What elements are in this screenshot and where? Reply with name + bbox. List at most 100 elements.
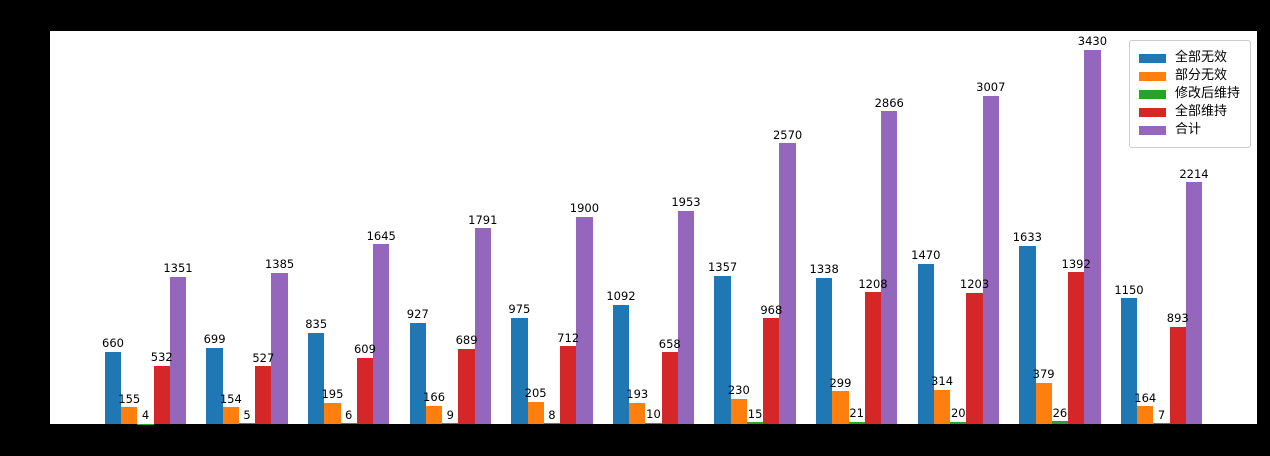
bar-value-label: 1150: [1114, 282, 1144, 297]
bar-series5-group7: [779, 143, 796, 424]
legend-label: 部分无效: [1174, 68, 1227, 83]
bar-series4-group9: [966, 292, 983, 424]
bar-value-label: 1633: [1012, 230, 1043, 245]
bar-value-label: 1203: [959, 277, 990, 292]
bar-series3-group10: [1051, 421, 1069, 424]
bar-series1-group8: [816, 277, 833, 424]
bar-series1-group6: [612, 304, 630, 424]
bar-series4-group5: [560, 346, 577, 424]
bar-series4-group10: [1068, 272, 1085, 424]
bar-series2-group10: [1035, 382, 1052, 424]
bar-value-label: 195: [321, 387, 344, 402]
bar-series1-group4: [409, 322, 426, 424]
bar-value-label: 2570: [772, 127, 803, 142]
bar-value-label: 6: [345, 407, 353, 422]
bar-series1-group2: [206, 347, 223, 424]
legend-item-maintained-after-amendment: 修改后维持: [1138, 87, 1240, 101]
bar-value-label: 1900: [569, 201, 600, 216]
bar-value-label: 835: [305, 317, 328, 332]
bar-series2-group5: [527, 401, 544, 424]
bar-value-label: 527: [252, 350, 275, 365]
bar-value-label: 975: [508, 302, 531, 317]
legend-swatch-icon: [1138, 107, 1166, 117]
bar-value-label: 5: [243, 407, 251, 422]
bar-value-label: 8: [548, 407, 556, 422]
bar-series4-group6: [661, 352, 678, 424]
bar-value-label: 1351: [163, 261, 193, 276]
bar-value-label: 609: [353, 342, 376, 357]
bar-series2-group2: [222, 407, 239, 424]
bar-series3-group4: [442, 423, 459, 424]
bar-series3-group3: [340, 423, 357, 424]
legend-swatch-icon: [1138, 125, 1166, 135]
bar-value-label: 155: [118, 391, 141, 406]
bar-series1-group10: [1019, 245, 1036, 424]
bar-value-label: 1092: [606, 289, 636, 304]
bar-series2-group4: [425, 405, 443, 424]
bar-value-label: 166: [423, 390, 446, 405]
bar-value-label: 2214: [1179, 166, 1209, 181]
bar-value-label: 7: [1157, 407, 1166, 422]
bar-series3-group6: [645, 422, 662, 424]
bar-series5-group4: [474, 228, 491, 424]
bar-value-label: 3007: [976, 80, 1006, 95]
legend: 全部无效 部分无效 修改后维持 全部维持 合计: [1128, 40, 1251, 148]
bar-value-label: 230: [727, 383, 750, 398]
bar-series3-group9: [950, 421, 967, 424]
bar-value-label: 1470: [911, 248, 941, 263]
bar-series2-group11: [1137, 406, 1154, 424]
legend-label: 全部维持: [1174, 104, 1227, 119]
bar-series5-group5: [576, 216, 593, 424]
bar-series1-group5: [511, 317, 528, 424]
bar-value-label: 154: [219, 391, 242, 406]
bar-series1-group11: [1120, 298, 1138, 424]
bar-value-label: 1392: [1061, 256, 1091, 271]
bar-series4-group2: [255, 366, 272, 424]
bar-series4-group3: [356, 357, 374, 424]
bar-value-label: 21: [849, 406, 865, 421]
bar-value-label: 1645: [366, 228, 396, 243]
bar-value-label: 15: [747, 406, 763, 421]
bar-value-label: 379: [1032, 367, 1055, 382]
bar-value-label: 712: [557, 330, 580, 345]
bar-series4-group4: [458, 348, 475, 424]
bar-series2-group7: [730, 398, 747, 424]
bar-value-label: 20: [950, 406, 966, 421]
bar-series2-group9: [933, 389, 951, 424]
bar-series3-group7: [746, 422, 764, 424]
bar-series5-group11: [1185, 182, 1203, 424]
bar-series4-group8: [864, 292, 882, 424]
bar-value-label: 164: [1134, 390, 1157, 405]
bar-series1-group3: [308, 332, 325, 424]
bar-series5-group8: [881, 111, 898, 424]
bar-value-label: 689: [455, 333, 478, 348]
bar-series3-group11: [1153, 423, 1170, 424]
bar-value-label: 968: [760, 302, 783, 317]
plot-area: 660 699 835 927 975 1092 1357 1338 1470 1633 1150 1…: [50, 31, 1257, 424]
bar-value-label: 299: [829, 375, 852, 390]
bar-value-label: 26: [1052, 405, 1068, 420]
legend-item-all-invalid: 全部无效: [1138, 50, 1240, 65]
bar-value-label: 927: [406, 307, 429, 322]
bar-value-label: 660: [102, 336, 124, 351]
bar-value-label: 893: [1166, 311, 1189, 326]
bar-value-label: 205: [524, 386, 547, 401]
bar-value-label: 1385: [264, 257, 295, 272]
bar-series2-group8: [832, 391, 849, 424]
bar-series2-group3: [324, 402, 341, 424]
bar-series1-group1: [104, 351, 122, 424]
bar-value-label: 699: [203, 332, 226, 347]
bar-series5-group10: [1084, 49, 1101, 424]
legend-swatch-icon: [1138, 89, 1166, 99]
bar-series2-group6: [629, 402, 646, 424]
bar-series3-group5: [543, 423, 561, 424]
legend-item-fully-maintained: 全部维持: [1138, 104, 1240, 119]
bar-series5-group9: [982, 95, 999, 424]
bar-series5-group2: [271, 272, 288, 424]
bar-series3-group2: [238, 423, 256, 424]
bar-value-label: 193: [626, 387, 649, 402]
bar-series3-group8: [848, 421, 865, 424]
legend-label: 全部无效: [1174, 50, 1227, 65]
bar-value-label: 9: [446, 407, 454, 422]
